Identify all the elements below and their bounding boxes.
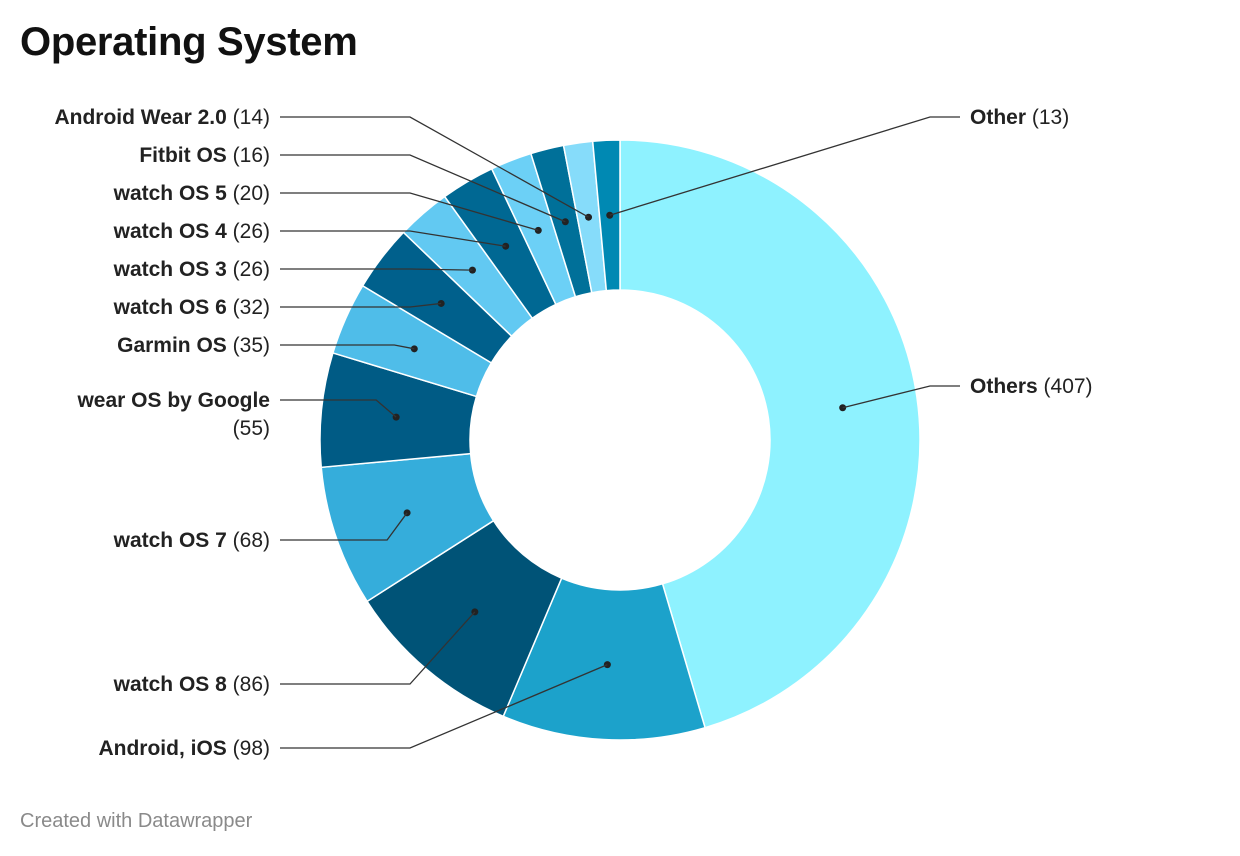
slice-label-others: Others (407) bbox=[970, 375, 1093, 398]
slice-label-watch-os-7: watch OS 7 (68) bbox=[113, 529, 270, 552]
slice-label-android-wear-2-0: Android Wear 2.0 (14) bbox=[54, 106, 270, 129]
leader-line-other bbox=[609, 116, 960, 216]
slice-others bbox=[619, 139, 921, 729]
slice-labels: Others (407) Android, iOS (98) watch OS 8 … bbox=[54, 106, 1092, 760]
leader-line-wear-os-by-google bbox=[280, 399, 397, 418]
leader-line-watch-os-5 bbox=[280, 192, 539, 231]
leader-line-android-wear-2-0 bbox=[280, 116, 589, 218]
slice-label-android-ios: Android, iOS (98) bbox=[98, 737, 270, 760]
slice-label-fitbit-os: Fitbit OS (16) bbox=[139, 144, 270, 167]
chart-title: Operating System bbox=[20, 20, 358, 64]
credit-text: Created with Datawrapper bbox=[20, 810, 253, 832]
slice-label-wear-os-by-google: wear OS by Google (55) bbox=[76, 389, 270, 440]
leader-line-watch-os-4 bbox=[280, 230, 506, 247]
leader-line-fitbit-os bbox=[280, 154, 566, 223]
slice-label-other: Other (13) bbox=[970, 106, 1069, 129]
slice-label-watch-os-5: watch OS 5 (20) bbox=[113, 182, 270, 205]
leader-line-garmin-os bbox=[280, 344, 415, 350]
leader-line-watch-os-3 bbox=[280, 268, 473, 271]
leader-line-watch-os-8 bbox=[280, 611, 476, 685]
slice-label-watch-os-8: watch OS 8 (86) bbox=[113, 673, 270, 696]
leader-line-others bbox=[842, 385, 960, 409]
donut-chart: Others (407) Android, iOS (98) watch OS 8 … bbox=[54, 106, 1092, 760]
slice-label-watch-os-4: watch OS 4 (26) bbox=[113, 220, 270, 243]
donut-slices bbox=[319, 139, 921, 741]
slice-label-watch-os-6: watch OS 6 (32) bbox=[113, 296, 270, 319]
leader-line-watch-os-7 bbox=[280, 512, 408, 541]
leader-lines bbox=[280, 116, 960, 749]
slice-label-watch-os-3: watch OS 3 (26) bbox=[113, 258, 270, 281]
slice-label-garmin-os: Garmin OS (35) bbox=[117, 334, 270, 357]
leader-line-android-ios bbox=[280, 664, 608, 749]
leader-line-watch-os-6 bbox=[280, 302, 442, 308]
